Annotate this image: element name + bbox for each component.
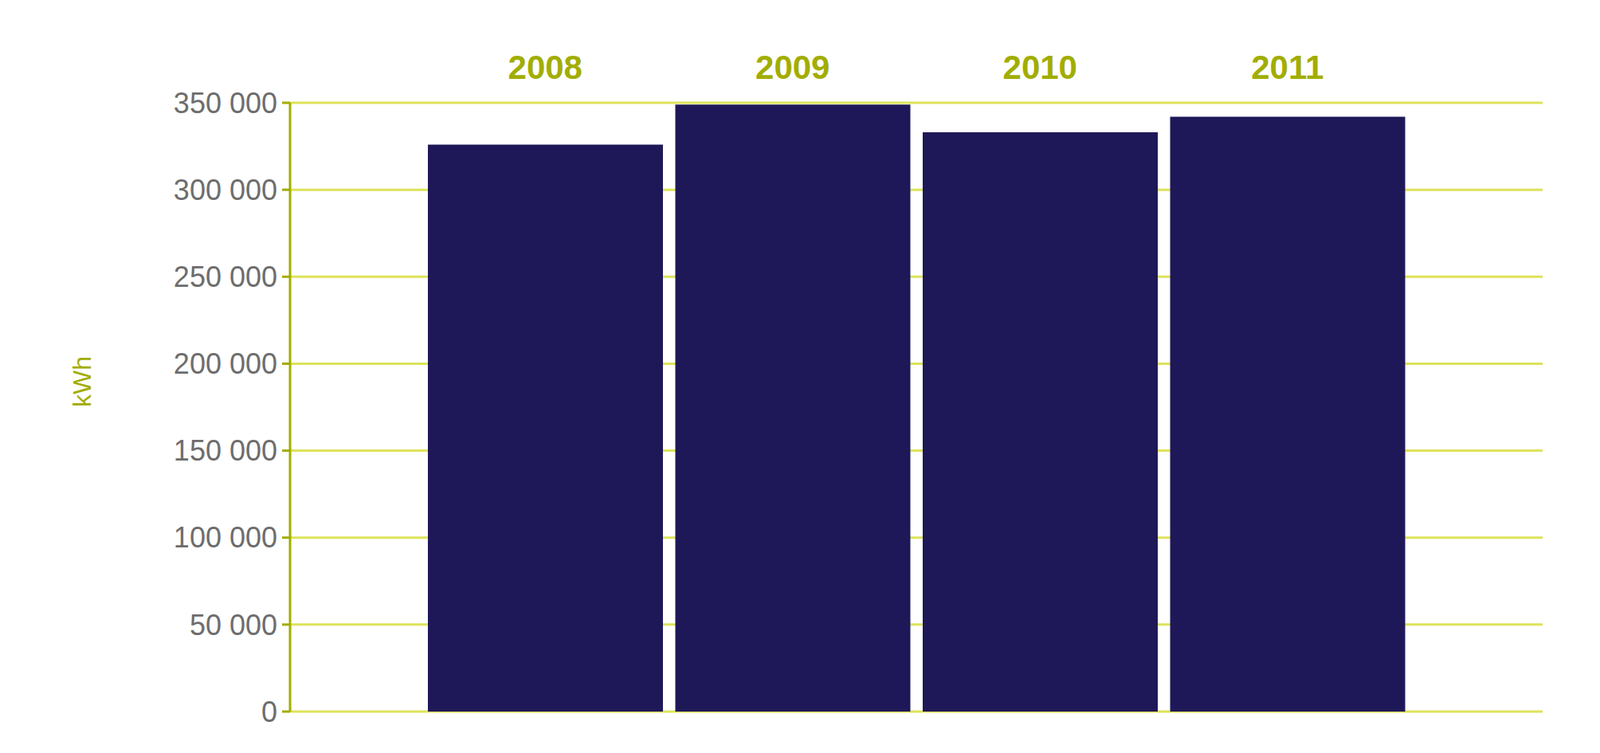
svg-text:250 000: 250 000	[173, 260, 278, 294]
svg-text:0: 0	[261, 695, 278, 729]
svg-text:2010: 2010	[1003, 48, 1078, 87]
svg-text:kWh: kWh	[67, 356, 97, 408]
svg-text:2011: 2011	[1250, 48, 1324, 87]
svg-text:2008: 2008	[508, 48, 583, 87]
svg-text:100 000: 100 000	[173, 521, 278, 554]
svg-text:150 000: 150 000	[173, 434, 278, 467]
svg-text:200 000: 200 000	[173, 347, 278, 381]
svg-text:2009: 2009	[755, 48, 830, 87]
svg-text:50 000: 50 000	[189, 608, 278, 642]
svg-text:300 000: 300 000	[173, 173, 278, 207]
svg-text:350 000: 350 000	[173, 86, 278, 120]
